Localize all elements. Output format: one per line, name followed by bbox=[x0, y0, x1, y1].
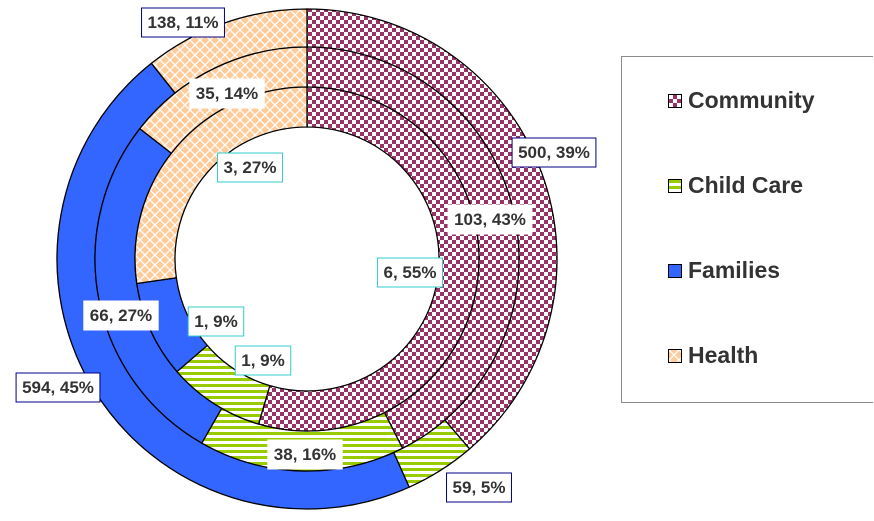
data-label-middle-health: 35, 14% bbox=[189, 78, 265, 109]
data-label-middle-community: 103, 43% bbox=[447, 204, 533, 235]
legend-item-community: Community bbox=[668, 87, 815, 114]
svg-text:1, 9%: 1, 9% bbox=[241, 351, 284, 370]
chart-legend: Community Child Care Families Health bbox=[621, 56, 873, 403]
data-label-inner-child-care: 1, 9% bbox=[187, 306, 245, 337]
data-label-outer-health: 138, 11% bbox=[141, 7, 225, 38]
slice-inner-health bbox=[134, 86, 308, 285]
legend-label-community: Community bbox=[688, 87, 815, 113]
donut-data-labels: 500, 39% 59, 5% 594, 45% 138, 11% 103, 43% 38… bbox=[15, 7, 597, 503]
svg-text:138, 11%: 138, 11% bbox=[148, 13, 219, 32]
data-label-outer-community: 500, 39% bbox=[511, 137, 597, 168]
data-label-inner-community: 6, 55% bbox=[377, 257, 443, 288]
svg-text:103, 43%: 103, 43% bbox=[454, 210, 526, 229]
legend-label-child-care: Child Care bbox=[688, 172, 804, 198]
data-label-outer-families: 594, 45% bbox=[15, 372, 101, 403]
svg-text:1, 9%: 1, 9% bbox=[194, 312, 237, 331]
slice-inner-community bbox=[257, 86, 480, 432]
legend-label-families: Families bbox=[688, 257, 781, 283]
data-label-inner-health: 3, 27% bbox=[217, 152, 283, 183]
svg-text:38, 16%: 38, 16% bbox=[274, 445, 336, 464]
legend-swatch-child-care bbox=[668, 178, 682, 193]
legend-swatch-health bbox=[668, 348, 682, 363]
legend-swatch-families bbox=[668, 263, 682, 278]
legend-item-families: Families bbox=[668, 257, 780, 284]
svg-text:500, 39%: 500, 39% bbox=[518, 143, 590, 162]
legend-label-health: Health bbox=[688, 342, 759, 368]
legend-item-health: Health bbox=[668, 342, 758, 369]
svg-text:3, 27%: 3, 27% bbox=[224, 158, 277, 177]
data-label-middle-families: 66, 27% bbox=[83, 300, 159, 331]
data-label-inner-families: 1, 9% bbox=[234, 345, 292, 376]
svg-text:594, 45%: 594, 45% bbox=[22, 378, 94, 397]
donut-slices bbox=[56, 8, 558, 510]
legend-swatch-community bbox=[668, 93, 682, 108]
svg-text:66, 27%: 66, 27% bbox=[90, 306, 152, 325]
data-label-outer-child-care: 59, 5% bbox=[446, 472, 512, 503]
svg-text:35, 14%: 35, 14% bbox=[196, 84, 258, 103]
svg-text:59, 5%: 59, 5% bbox=[453, 478, 506, 497]
legend-item-child-care: Child Care bbox=[668, 172, 803, 199]
data-label-middle-child-care: 38, 16% bbox=[267, 439, 343, 470]
svg-text:6, 55%: 6, 55% bbox=[384, 263, 437, 282]
